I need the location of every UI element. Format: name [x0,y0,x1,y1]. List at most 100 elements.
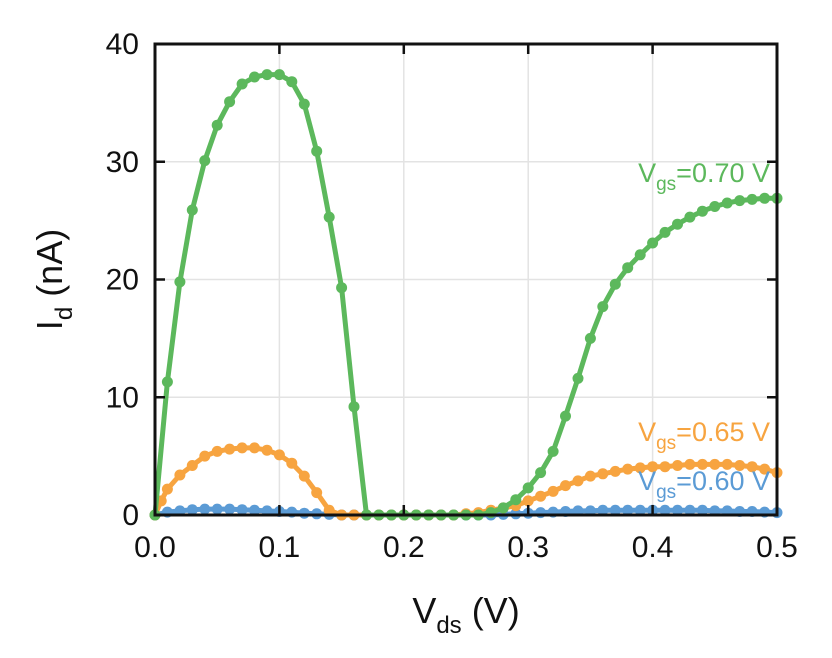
data-point [734,460,746,471]
data-point [522,482,534,494]
series-label-vgs-065: Vgs=0.65 V [638,417,770,454]
data-point [584,470,596,482]
data-point [709,458,721,470]
data-point [572,475,584,487]
series-layer [149,69,783,521]
data-point [659,461,671,473]
data-point [311,487,323,499]
data-point [249,504,260,516]
data-point [560,480,571,492]
data-point [572,372,584,384]
x-tick-label: 0.4 [632,531,674,564]
data-point [734,195,746,207]
data-point [684,211,696,223]
data-point [336,282,348,294]
x-tick-label: 0.3 [507,531,549,564]
data-point [298,507,310,519]
y-tick-label: 10 [106,381,139,414]
data-point [609,504,621,516]
data-point [622,463,634,475]
data-point [647,237,659,249]
data-point [211,445,223,457]
data-point [161,483,173,495]
data-point [286,457,298,469]
data-point [199,503,211,515]
data-point [261,444,273,456]
y-tick-label: 0 [122,499,139,532]
data-point [647,461,659,473]
data-point [298,470,310,482]
data-point [236,442,248,454]
data-point [236,504,248,516]
data-point [161,376,173,388]
data-point [298,98,310,110]
data-point [249,71,260,83]
tick-marks [153,42,779,517]
series-label-vgs-070: Vgs=0.70 V [638,158,770,195]
x-tick-label: 0.2 [383,531,425,564]
data-point [273,449,285,461]
data-point [510,494,522,506]
data-point [186,504,198,516]
data-point [684,504,696,516]
data-point [672,460,683,471]
data-point [224,96,236,108]
data-point [174,469,186,481]
y-tick-label: 40 [106,28,139,61]
data-point [721,197,733,209]
data-point [261,69,273,81]
data-point [323,504,335,516]
data-point [311,145,323,157]
data-point [323,211,335,223]
data-point [199,450,211,462]
data-point [535,467,547,479]
data-point [597,468,609,480]
series-vgs-070 [149,69,783,521]
data-point [684,458,696,470]
data-point [696,205,708,217]
data-point [224,443,236,455]
y-axis-title: Id (nA) [29,229,78,330]
x-axis-title: Vds (V) [412,590,519,639]
data-point [597,504,609,516]
data-point [696,504,708,516]
data-point [186,460,198,471]
data-point [659,226,671,238]
data-point [597,301,609,313]
data-point [609,278,621,290]
data-point [273,69,285,81]
data-point [721,458,733,470]
y-tick-label: 20 [106,264,139,297]
data-point [622,262,634,274]
data-point [584,332,596,344]
x-tick-label: 0.1 [259,531,301,564]
data-point [672,504,683,516]
data-point [174,276,186,288]
x-tick-label: 0.0 [134,531,176,564]
data-point [211,119,223,131]
data-point [236,78,248,90]
data-point [249,442,260,454]
data-point [709,201,721,212]
data-point [199,155,211,167]
grid-lines [155,44,777,515]
data-point [759,192,771,204]
data-point [522,495,534,507]
data-point [634,249,646,261]
data-point [634,504,646,516]
data-point [535,490,547,502]
data-point [759,463,771,475]
data-point [224,503,236,515]
data-point [659,504,671,516]
data-point [547,445,559,457]
data-point [746,193,758,205]
data-point [609,465,621,477]
data-point [547,485,559,497]
data-point [672,218,683,230]
data-point [696,458,708,470]
data-point [348,401,360,413]
data-point [497,502,509,514]
x-tick-label: 0.5 [756,531,798,564]
data-point [746,461,758,473]
